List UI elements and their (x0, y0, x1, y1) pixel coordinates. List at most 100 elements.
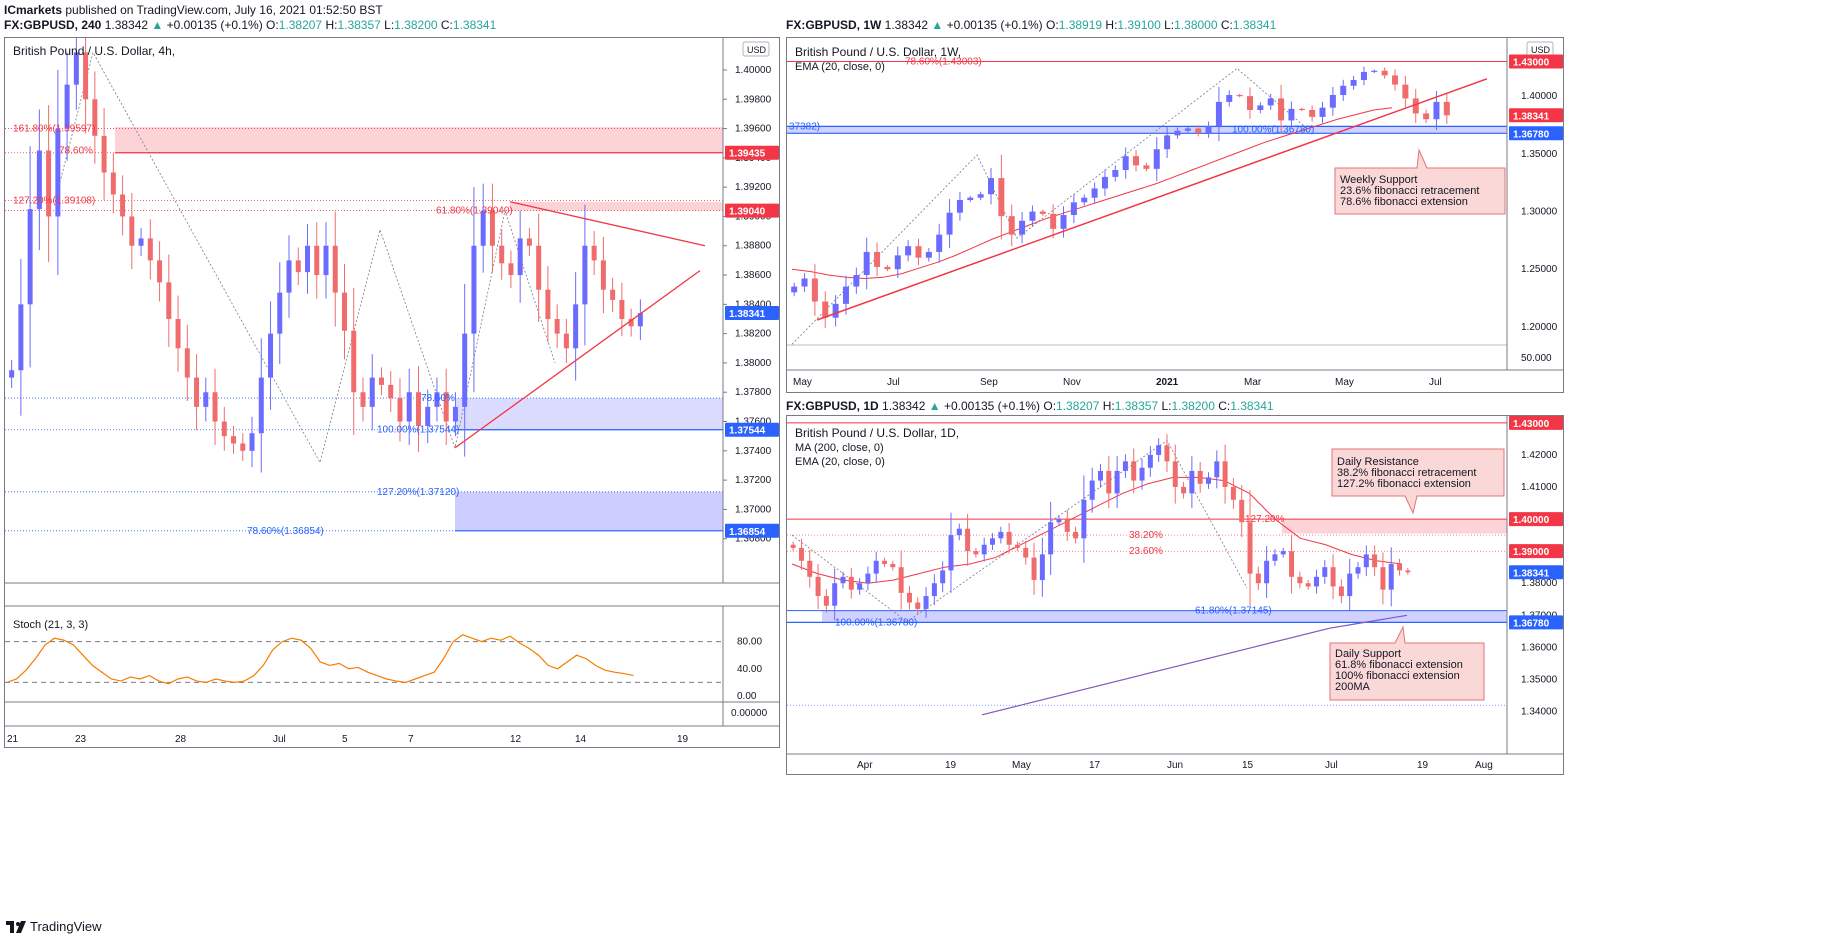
w1-candle (998, 178, 1005, 217)
d1-candle (1338, 586, 1344, 597)
w1-candle (1443, 101, 1450, 116)
d1-candle (1164, 445, 1170, 462)
zigzag-pattern (54, 51, 556, 464)
d1-candle (965, 528, 971, 552)
d1-candle (832, 583, 838, 606)
close-value: 1.38341 (452, 18, 497, 32)
w1-candle (1143, 165, 1150, 169)
high-value: 1.38357 (337, 18, 385, 32)
w1-candle (1112, 170, 1119, 177)
publish-header: ICmarkets published on TradingView.com, … (4, 3, 383, 17)
low-value: 1.38200 (1171, 399, 1219, 413)
publish-info: published on TradingView.com, July 16, 2… (65, 3, 383, 17)
h4-candle (360, 392, 366, 407)
d1-candle (1073, 531, 1079, 539)
annotation-text: 100% fibonacci extension (1335, 670, 1460, 682)
h4-candle (517, 238, 523, 276)
indicator-label: EMA (20, close, 0) (795, 456, 885, 468)
chart-1w-svg[interactable]: 78.60%(1.43003) 37382) 100.00%(1.36780) Wee… (787, 38, 1564, 393)
time-tick-label: Sep (980, 377, 998, 388)
chart-title: British Pound / U.S. Dollar, 1D, (795, 426, 959, 440)
tradingview-logo[interactable]: TradingView (6, 919, 102, 934)
support-zone (787, 126, 1507, 134)
last-price: 1.38342 (104, 18, 152, 32)
low-label: L: (384, 18, 395, 32)
annotation-box (1331, 448, 1505, 515)
h4-candle (508, 263, 514, 276)
open-label: O: (266, 18, 279, 32)
price-tag-bg (1509, 54, 1563, 69)
price-tick-label: 1.37200 (735, 475, 772, 486)
price-tick-label: 1.40000 (1521, 91, 1558, 102)
chart-1d-svg[interactable]: 127.20% 38.20% 23.60% 61.80%(1.37145) 100.00… (787, 416, 1564, 775)
symbol-name: FX:GBPUSD, 1D (786, 399, 883, 413)
price-tick-label: 50.000 (1521, 353, 1552, 364)
chart-panel-1d[interactable]: 127.20% 38.20% 23.60% 61.80%(1.37145) 100.00… (786, 415, 1564, 775)
d1-candle (1222, 461, 1228, 487)
w1-candle (1257, 105, 1264, 110)
h4-candle (545, 289, 551, 319)
d1-candle (990, 538, 996, 545)
h4-candle (120, 194, 126, 217)
annotation-text: Weekly Support (1340, 174, 1417, 186)
w1-candle (1070, 202, 1077, 215)
price-tick-label: 1.39600 (735, 124, 772, 135)
time-tick-label: 19 (677, 734, 689, 745)
chart-panel-1w[interactable]: 78.60%(1.43003) 37382) 100.00%(1.36780) Wee… (786, 37, 1564, 393)
h4-candle (573, 304, 579, 349)
fib-label: 61.80%(1.37145) (1195, 606, 1272, 617)
publisher-name[interactable]: ICmarkets (4, 3, 63, 17)
d1-candle (1330, 567, 1336, 587)
price-tag-label: 1.39000 (1513, 547, 1550, 558)
d1-candle (1205, 477, 1211, 484)
w1-candle (1205, 126, 1212, 134)
low-value: 1.38200 (394, 18, 441, 32)
h4-candle (600, 260, 606, 290)
d1-candle (1139, 467, 1145, 481)
annotation-text: 38.2% fibonacci retracement (1337, 467, 1476, 479)
time-tick-label: May (1012, 760, 1031, 771)
time-tick-label: 28 (175, 734, 187, 745)
d1-candle (1380, 567, 1386, 590)
h4-candle (351, 330, 357, 393)
price-change: +0.00135 (+0.1%) (943, 399, 1044, 413)
close-label: C: (1218, 399, 1231, 413)
d1-candle (1106, 470, 1112, 494)
symbol-name: FX:GBPUSD, 240 (4, 18, 105, 32)
d1-candle (1347, 573, 1353, 597)
d1-candle (1056, 519, 1062, 523)
w1-candle (1019, 220, 1026, 235)
w1-candle (1184, 128, 1191, 131)
stoch-line (6, 634, 634, 685)
chart-4h-svg[interactable]: 161.80%(1.39597) 78.60% 127.20%(1.39108) 61… (5, 38, 780, 748)
h4-candle (369, 377, 375, 407)
time-tick-label: 5 (342, 734, 348, 745)
w1-candle (946, 212, 953, 235)
d1-candle (1098, 470, 1103, 481)
low-label: L: (1164, 18, 1175, 32)
price-change: +0.00135 (+0.1%) (166, 18, 267, 32)
d1-candle (898, 567, 904, 593)
h4-candle (92, 99, 98, 136)
high-value: 1.39100 (1117, 18, 1165, 32)
price-tick-label: 1.37400 (735, 446, 772, 457)
price-tick-label: 1.20000 (1521, 322, 1558, 333)
w1-candle (1153, 149, 1160, 169)
w1-candle (1050, 213, 1057, 229)
time-tick-label: 23 (75, 734, 87, 745)
chart-panel-4h[interactable]: 161.80%(1.39597) 78.60% 127.20%(1.39108) 61… (4, 37, 780, 748)
h4-candle (55, 128, 61, 217)
d1-candle (906, 592, 912, 603)
open-value: 1.38919 (1058, 18, 1106, 32)
close-value: 1.38341 (1230, 399, 1274, 413)
h4-candle (462, 333, 468, 407)
w1-candle (1267, 98, 1274, 106)
w1-candle (1329, 95, 1336, 108)
time-tick-label: Jul (887, 377, 900, 388)
price-tag-label: 1.37544 (729, 426, 766, 437)
price-tag-label: 1.38341 (1513, 111, 1550, 122)
price-tick-label: 1.36000 (1521, 642, 1558, 653)
h4-candle (554, 318, 560, 334)
price-tag-label: 1.39435 (729, 149, 766, 160)
w1-candle (905, 246, 912, 256)
